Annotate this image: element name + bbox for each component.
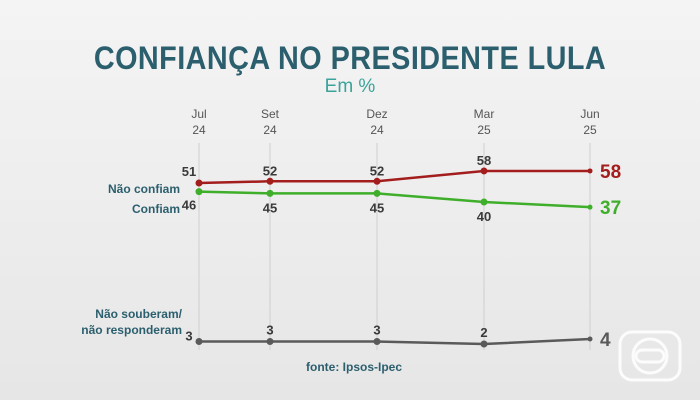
data-point <box>195 179 203 187</box>
source-note: fonte: Ipsos-Ipec <box>306 360 403 374</box>
x-tick-year: 24 <box>370 123 384 137</box>
series-line-nao_souberam <box>199 337 591 346</box>
data-point <box>266 177 274 185</box>
data-point <box>587 168 593 174</box>
x-tick-month: Jun <box>580 107 599 121</box>
series-labels: Não confiam Confiam Não souberam/não respo… <box>81 182 182 337</box>
data-label: 3 <box>185 329 192 344</box>
x-tick-year: 24 <box>263 123 277 137</box>
x-tick-month: Dez <box>366 107 387 121</box>
x-tick-month: Set <box>261 107 280 121</box>
data-point <box>195 188 203 196</box>
data-label: 40 <box>477 209 491 224</box>
data-label: 45 <box>370 200 384 215</box>
x-tick-month: Mar <box>474 107 495 121</box>
gridlines <box>198 143 591 350</box>
data-label: 4 <box>600 330 611 351</box>
globo-logo-icon <box>618 330 682 382</box>
data-label: 2 <box>480 325 487 340</box>
data-points <box>195 167 593 348</box>
x-axis-labels: Jul 24 Set 24 Dez 24 Mar 25 Jun 25 <box>191 107 599 137</box>
data-labels: 51 52 52 58 58 46 45 45 40 37 3 3 3 2 4 <box>182 153 621 351</box>
data-label: 58 <box>600 162 621 183</box>
data-point <box>480 167 488 175</box>
data-point <box>587 204 593 210</box>
series-label-nao-confiam: Não confiam <box>108 182 180 196</box>
data-label: 3 <box>373 323 380 338</box>
series-label-confiam: Confiam <box>132 202 180 216</box>
x-tick-year: 24 <box>192 123 206 137</box>
data-label: 52 <box>370 163 384 178</box>
data-point <box>373 189 381 197</box>
data-label: 46 <box>182 198 196 213</box>
data-label: 45 <box>263 200 277 215</box>
series-line-nao_confiam <box>198 169 590 185</box>
data-point <box>480 340 488 348</box>
x-tick-year: 25 <box>583 123 597 137</box>
data-point <box>195 338 203 345</box>
series-lines <box>198 169 591 346</box>
data-point <box>373 177 381 185</box>
data-point <box>373 338 381 345</box>
x-tick-month: Jul <box>191 107 206 121</box>
series-label-nao-souberam-1: Não souberam/ <box>95 307 182 321</box>
data-label: 58 <box>477 153 491 168</box>
data-point <box>266 189 274 197</box>
series-label-nao-souberam-2: não responderam <box>81 323 182 337</box>
data-label: 52 <box>263 163 277 178</box>
data-point <box>480 198 488 206</box>
series-line-confiam <box>198 190 591 209</box>
data-label: 3 <box>266 323 273 338</box>
data-label: 37 <box>600 198 621 219</box>
chart-subtitle: Em % <box>324 76 376 97</box>
data-label: 51 <box>182 164 196 179</box>
chart-title: CONFIANÇA NO PRESIDENTE LULA <box>93 40 607 76</box>
x-tick-year: 25 <box>477 123 491 137</box>
data-point <box>266 338 274 345</box>
data-point <box>587 336 593 342</box>
